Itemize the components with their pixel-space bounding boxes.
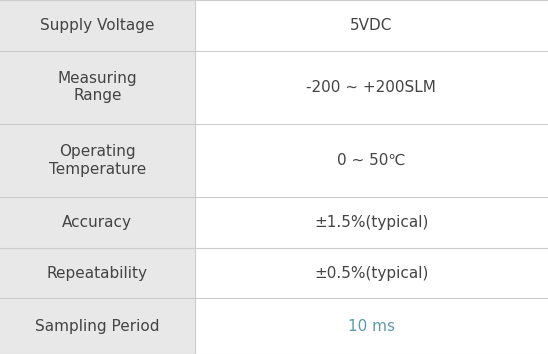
Text: -200 ~ +200SLM: -200 ~ +200SLM bbox=[306, 80, 436, 95]
Text: ±0.5%(typical): ±0.5%(typical) bbox=[314, 266, 429, 281]
Bar bbox=[0, 124, 195, 197]
Text: Repeatability: Repeatability bbox=[47, 266, 148, 281]
Text: 0 ~ 50℃: 0 ~ 50℃ bbox=[337, 153, 406, 168]
Text: Operating
Temperature: Operating Temperature bbox=[49, 144, 146, 177]
Bar bbox=[195, 124, 548, 197]
Bar bbox=[195, 298, 548, 354]
Bar bbox=[195, 248, 548, 298]
Text: ±1.5%(typical): ±1.5%(typical) bbox=[314, 215, 429, 230]
Bar bbox=[195, 0, 548, 51]
Text: Measuring
Range: Measuring Range bbox=[58, 71, 137, 103]
Text: Supply Voltage: Supply Voltage bbox=[40, 18, 155, 33]
Bar bbox=[0, 298, 195, 354]
Text: Sampling Period: Sampling Period bbox=[35, 319, 159, 334]
Bar bbox=[0, 248, 195, 298]
Bar bbox=[0, 51, 195, 124]
Text: 5VDC: 5VDC bbox=[350, 18, 392, 33]
Bar bbox=[195, 197, 548, 248]
Bar bbox=[0, 0, 195, 51]
Text: Accuracy: Accuracy bbox=[62, 215, 132, 230]
Bar bbox=[0, 197, 195, 248]
Text: 10 ms: 10 ms bbox=[348, 319, 395, 334]
Bar bbox=[195, 51, 548, 124]
